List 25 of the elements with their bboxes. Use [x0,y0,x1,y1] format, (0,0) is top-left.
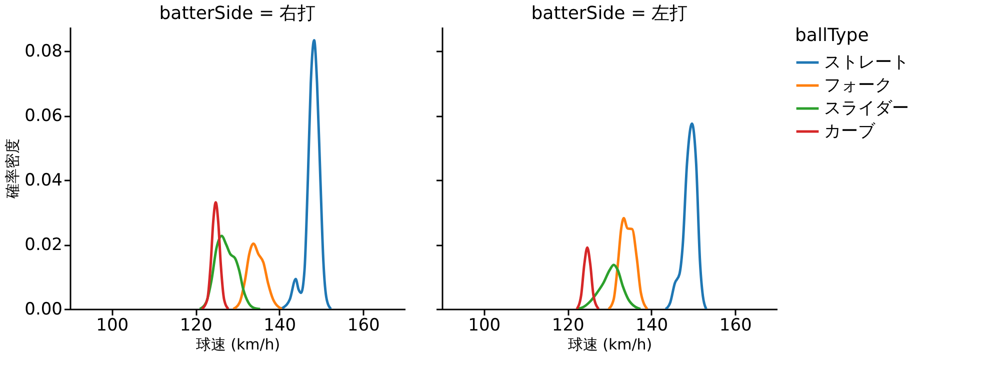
x-axis-title: 球速 (km/h) [568,336,652,354]
chart-title: batterSide = 左打 [531,3,688,24]
x-tick-label: 120 [180,316,212,336]
x-tick-label: 120 [552,316,584,336]
y-tick-label: 0.04 [24,170,62,191]
y-tick-label: 0.06 [24,106,62,126]
line-series [232,242,284,309]
y-tick-label: 0.02 [24,235,62,256]
legend-title: ballType [795,25,869,46]
y-tick-label: 0.00 [24,300,62,320]
y-axis-title: 確率密度 [4,138,22,200]
x-axis-title: 球速 (km/h) [196,336,280,354]
legend-label: カーブ [824,122,876,142]
x-tick-label: 100 [96,316,129,336]
x-tick-label: 160 [347,316,380,336]
x-tick-label: 100 [468,316,501,336]
y-tick-label: 0.08 [24,42,62,62]
x-tick-label: 160 [719,316,752,336]
legend-label: フォーク [824,76,892,96]
legend-label: スライダー [824,98,909,118]
x-tick-label: 140 [264,316,296,336]
x-tick-label: 140 [636,316,668,336]
legend-label: ストレート [824,52,909,72]
line-series [200,201,230,309]
chart-title: batterSide = 右打 [159,3,316,24]
